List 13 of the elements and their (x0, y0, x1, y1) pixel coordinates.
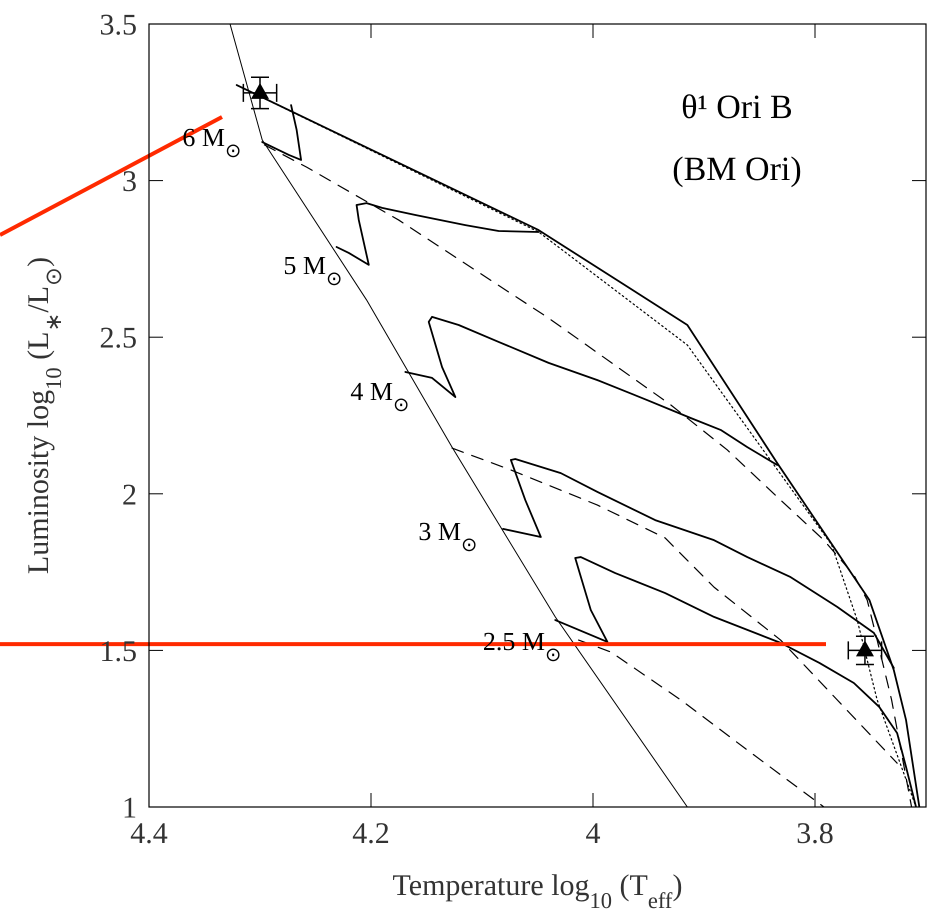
x-tick-label: 4 (586, 817, 600, 850)
annotation: (BM Ori) (672, 151, 802, 188)
annotation: 3 M$_{⊙}$ (418, 517, 478, 556)
y-tick-label: 2 (122, 478, 137, 512)
y-tick-label: 3.5 (100, 8, 137, 42)
x-tick-label: 4.2 (352, 817, 390, 850)
x-axis-title: Temperature log$_{10}$ (T$_{eff}$) (392, 869, 682, 911)
y-tick-label: 2.5 (100, 322, 137, 355)
y-tick-label: 3 (122, 165, 137, 198)
annotation: θ¹ Ori B (681, 89, 793, 126)
x-tick-label: 3.8 (796, 817, 834, 850)
annotation: 4 M$_{⊙}$ (350, 377, 410, 416)
annotation: 5 M$_{⊙}$ (283, 251, 343, 290)
